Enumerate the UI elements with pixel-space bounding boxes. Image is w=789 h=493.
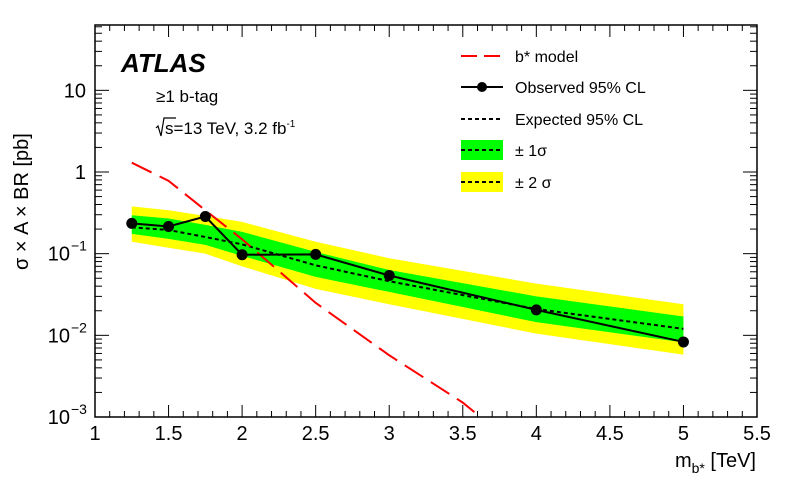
x-tick-label: 4 — [531, 423, 542, 445]
legend-band1-label: ± 1σ — [515, 143, 547, 160]
y-tick-label: 10 — [64, 80, 86, 102]
x-axis-title-unit: [TeV] — [705, 450, 756, 472]
observed-point — [199, 211, 211, 223]
energy-label: s=13 TeV, 3.2 fb-1 — [155, 117, 296, 138]
observed-limit-line — [131, 215, 684, 343]
svg-text:s=13 TeV, 3.2 fb-1: s=13 TeV, 3.2 fb-1 — [165, 119, 296, 138]
bstar-model-line — [131, 161, 482, 418]
x-tick-label: 1.5 — [155, 423, 183, 445]
legend-observed-label: Observed 95% CL — [515, 80, 646, 97]
selection-label: ≥1 b-tag — [156, 87, 218, 106]
x-axis-title-main: m — [675, 450, 692, 472]
x-tick-label: 1 — [89, 423, 100, 445]
legend-model-label: b* model — [515, 49, 578, 66]
atlas-logo: ATLAS — [120, 48, 206, 78]
x-tick-label: 2.5 — [302, 423, 330, 445]
x-tick-label: 3.5 — [449, 423, 477, 445]
observed-point — [677, 336, 689, 348]
y-tick-exponent: −3 — [71, 401, 87, 417]
observed-point — [310, 248, 322, 260]
y-tick-label: 10 — [48, 244, 70, 266]
y-tick-exponent: −1 — [71, 238, 87, 254]
legend-entry-expected: Expected 95% CL — [461, 112, 643, 129]
observed-point — [383, 270, 395, 282]
y-tick-exponent: −2 — [71, 319, 87, 335]
legend-entry-model: b* model — [461, 49, 578, 66]
x-axis-title-sub: b* — [692, 460, 706, 476]
energy-label-rest: =13 TeV, 3.2 fb — [174, 119, 287, 138]
y-tick-label: 10 — [48, 325, 70, 347]
y-tick-label: 10 — [48, 407, 70, 429]
sqrt-sign — [155, 117, 176, 137]
plot-frame — [94, 24, 758, 418]
legend-band2-label: ± 2 σ — [515, 175, 552, 192]
legend: b* model Observed 95% CL Expected 95% CL… — [461, 49, 646, 192]
observed-point — [530, 304, 542, 316]
x-tick-label: 5.5 — [743, 423, 771, 445]
observed-point — [126, 217, 138, 229]
y-tick-label: 1 — [75, 162, 86, 184]
y-axis-title: σ × A × BR [pb] — [11, 133, 33, 270]
x-tick-label: 4.5 — [596, 423, 624, 445]
x-axis-title: mb* [TeV] — [675, 450, 756, 476]
observed-point — [163, 221, 175, 233]
x-tick-label: 2 — [237, 423, 248, 445]
legend-entry-band1: ± 1σ — [461, 140, 547, 160]
legend-observed-marker — [477, 82, 487, 92]
legend-entry-observed: Observed 95% CL — [461, 80, 646, 97]
energy-label-exp: -1 — [286, 119, 295, 130]
legend-expected-label: Expected 95% CL — [515, 112, 643, 129]
lines-layer — [126, 161, 689, 418]
x-tick-label: 5 — [678, 423, 689, 445]
legend-entry-band2: ± 2 σ — [461, 172, 552, 192]
energy-label-s: s — [165, 119, 174, 138]
x-tick-label: 3 — [384, 423, 395, 445]
observed-point — [236, 249, 248, 261]
